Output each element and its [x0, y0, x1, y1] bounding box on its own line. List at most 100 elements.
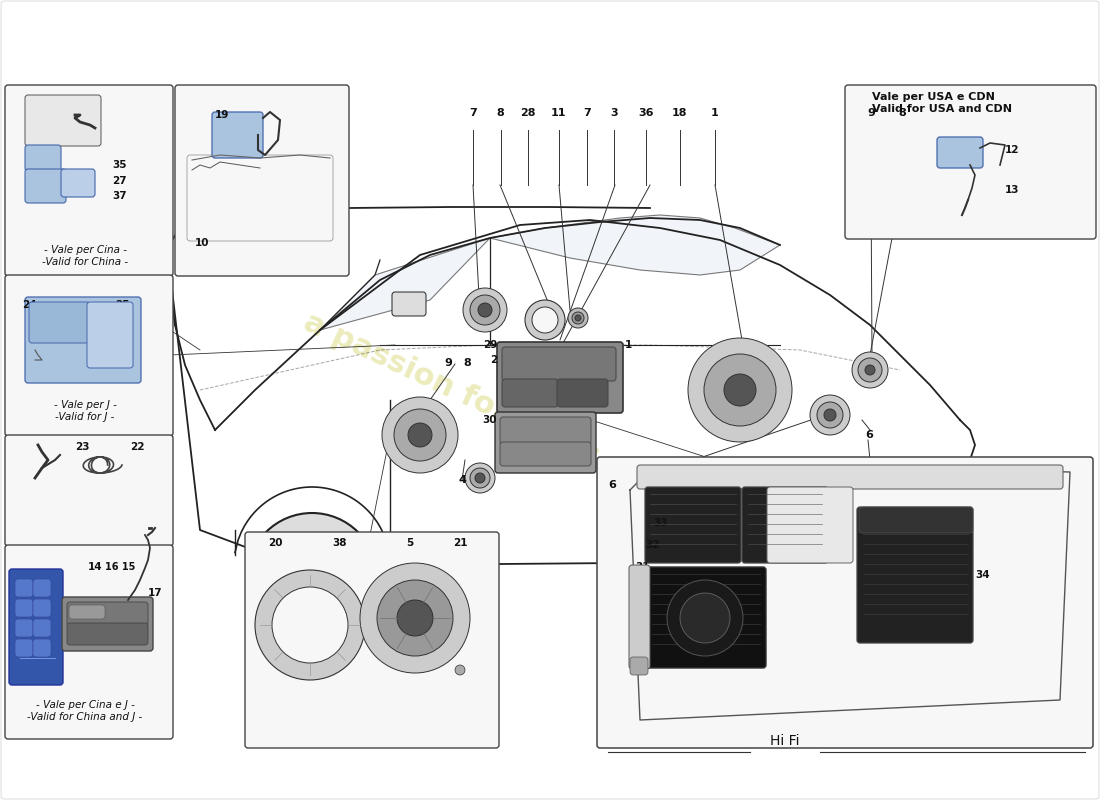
FancyBboxPatch shape	[67, 623, 148, 645]
Circle shape	[572, 312, 584, 324]
Circle shape	[575, 315, 581, 321]
Circle shape	[704, 354, 776, 426]
FancyBboxPatch shape	[15, 639, 33, 657]
Text: 12: 12	[1005, 145, 1020, 155]
Text: 31: 31	[636, 562, 650, 572]
Circle shape	[667, 580, 743, 656]
FancyBboxPatch shape	[25, 297, 141, 383]
Circle shape	[773, 530, 864, 620]
Text: Vale per USA e CDN
Valid for USA and CDN: Vale per USA e CDN Valid for USA and CDN	[872, 92, 1012, 114]
FancyBboxPatch shape	[859, 507, 974, 533]
FancyBboxPatch shape	[767, 487, 852, 563]
FancyBboxPatch shape	[557, 379, 608, 407]
Circle shape	[865, 365, 874, 375]
Circle shape	[532, 307, 558, 333]
Polygon shape	[490, 215, 780, 275]
FancyBboxPatch shape	[630, 657, 648, 675]
Text: - Vale per J -
-Valid for J -: - Vale per J - -Valid for J -	[54, 400, 117, 422]
FancyBboxPatch shape	[212, 112, 263, 158]
Circle shape	[858, 358, 882, 382]
FancyBboxPatch shape	[502, 347, 616, 381]
FancyBboxPatch shape	[69, 605, 104, 619]
FancyBboxPatch shape	[33, 619, 51, 637]
Circle shape	[806, 563, 830, 587]
FancyBboxPatch shape	[25, 145, 60, 171]
Circle shape	[272, 587, 348, 663]
Circle shape	[397, 600, 433, 636]
FancyBboxPatch shape	[9, 569, 63, 685]
Text: Hi Fi: Hi Fi	[770, 734, 800, 748]
Text: - Vale per Cina -
-Valid for China -: - Vale per Cina - -Valid for China -	[42, 245, 128, 266]
Text: 27: 27	[112, 176, 126, 186]
Text: 28: 28	[520, 108, 536, 118]
Circle shape	[817, 402, 843, 428]
FancyBboxPatch shape	[937, 137, 983, 168]
Text: - Vale per Cina e J -
-Valid for China and J -: - Vale per Cina e J - -Valid for China a…	[28, 700, 143, 722]
Text: 1: 1	[625, 340, 632, 350]
Text: 37: 37	[112, 191, 126, 201]
Text: 8: 8	[496, 108, 505, 118]
FancyBboxPatch shape	[392, 292, 426, 316]
Circle shape	[525, 300, 565, 340]
Text: 38: 38	[332, 538, 348, 548]
Text: 7: 7	[469, 108, 477, 118]
Text: 10: 10	[195, 238, 209, 248]
Text: 6: 6	[608, 480, 616, 490]
FancyBboxPatch shape	[6, 435, 173, 546]
Text: 30: 30	[483, 415, 497, 425]
Circle shape	[408, 423, 432, 447]
FancyBboxPatch shape	[67, 602, 148, 626]
Text: 8: 8	[463, 358, 471, 368]
FancyBboxPatch shape	[60, 169, 95, 197]
Circle shape	[255, 570, 365, 680]
Text: 2: 2	[490, 355, 497, 365]
Circle shape	[394, 409, 446, 461]
FancyBboxPatch shape	[495, 412, 596, 473]
Text: 29: 29	[483, 340, 497, 350]
FancyBboxPatch shape	[33, 579, 51, 597]
Circle shape	[470, 295, 500, 325]
Text: 24: 24	[22, 300, 36, 310]
Text: a passion for parts since 1985: a passion for parts since 1985	[299, 307, 781, 553]
Circle shape	[680, 593, 730, 643]
Text: 34: 34	[975, 570, 990, 580]
Text: 32: 32	[646, 540, 660, 550]
FancyBboxPatch shape	[15, 619, 33, 637]
Text: 18: 18	[672, 108, 688, 118]
Text: 19: 19	[214, 110, 230, 120]
FancyBboxPatch shape	[6, 545, 173, 739]
Text: 7: 7	[583, 108, 592, 118]
FancyBboxPatch shape	[500, 417, 591, 445]
Text: 16 15: 16 15	[104, 562, 135, 572]
FancyBboxPatch shape	[6, 85, 173, 276]
Text: 4: 4	[458, 475, 466, 485]
Circle shape	[568, 308, 588, 328]
Circle shape	[754, 510, 883, 640]
FancyBboxPatch shape	[500, 442, 591, 466]
Text: 11: 11	[551, 108, 566, 118]
FancyBboxPatch shape	[15, 579, 33, 597]
Circle shape	[360, 563, 470, 673]
Circle shape	[724, 374, 756, 406]
FancyBboxPatch shape	[845, 85, 1096, 239]
Circle shape	[382, 397, 458, 473]
FancyBboxPatch shape	[33, 639, 51, 657]
Text: 13: 13	[1005, 185, 1020, 195]
Circle shape	[465, 463, 495, 493]
Text: 17: 17	[148, 588, 163, 598]
Text: 5: 5	[406, 538, 414, 548]
Circle shape	[478, 303, 492, 317]
Text: 25: 25	[116, 300, 130, 310]
Circle shape	[377, 580, 453, 656]
Text: 22: 22	[130, 442, 144, 452]
FancyBboxPatch shape	[742, 487, 828, 563]
FancyBboxPatch shape	[6, 275, 173, 436]
Text: 21: 21	[453, 538, 468, 548]
Text: 20: 20	[267, 538, 283, 548]
FancyBboxPatch shape	[175, 85, 349, 276]
Circle shape	[688, 338, 792, 442]
FancyBboxPatch shape	[29, 302, 90, 343]
Text: 26: 26	[116, 315, 130, 325]
FancyBboxPatch shape	[597, 457, 1093, 748]
Text: 23: 23	[75, 442, 89, 452]
